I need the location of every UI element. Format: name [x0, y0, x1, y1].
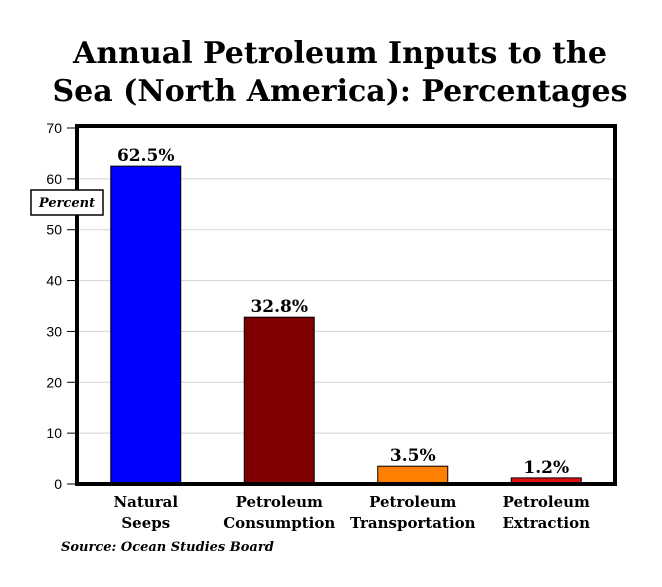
category-label-0-line-2: Seeps: [121, 514, 170, 532]
y-tick-label-0: 0: [54, 476, 62, 492]
data-label-0: 62.5%: [117, 146, 175, 166]
x-axis-categories: Natural Seeps Petroleum Consumption Petroleu…: [113, 493, 590, 532]
source-note: Source: Ocean Studies Board: [61, 540, 274, 555]
category-label-1-line-1: Petroleum: [236, 493, 323, 511]
data-label-2: 3.5%: [390, 446, 436, 466]
y-tick-label-30: 30: [46, 323, 62, 339]
plot-frame: [75, 124, 617, 486]
bar-1: [243, 316, 315, 485]
y-tick-label-10: 10: [46, 425, 62, 441]
category-label-0-line-1: Natural: [113, 493, 178, 511]
category-label-3-line-2: Extraction: [502, 514, 590, 532]
chart-title-line-2: Sea (North America): Percentages: [53, 74, 628, 109]
bar-0: [110, 165, 182, 485]
data-label-3: 1.2%: [523, 458, 569, 478]
y-tick-label-70: 70: [46, 120, 62, 136]
y-tick-label-60: 60: [46, 171, 62, 187]
bars: [110, 165, 582, 485]
data-label-1: 32.8%: [250, 297, 308, 317]
data-labels: 62.5% 32.8% 3.5% 1.2%: [117, 146, 569, 478]
category-label-3-line-1: Petroleum: [503, 493, 590, 511]
category-label-1-line-2: Consumption: [223, 514, 335, 532]
category-label-2-line-2: Transportation: [350, 514, 476, 532]
y-axis-label-box: Percent: [30, 189, 104, 216]
y-tick-label-40: 40: [46, 273, 62, 289]
category-label-2-line-1: Petroleum: [369, 493, 456, 511]
chart-title-line-1: Annual Petroleum Inputs to the: [72, 36, 607, 71]
y-axis-label: Percent: [38, 196, 95, 211]
y-tick-label-20: 20: [46, 374, 62, 390]
y-axis-ticks: 0 10 20 30 40 50 60 70: [46, 120, 75, 492]
bar-2: [377, 465, 449, 485]
y-tick-label-50: 50: [46, 222, 62, 238]
